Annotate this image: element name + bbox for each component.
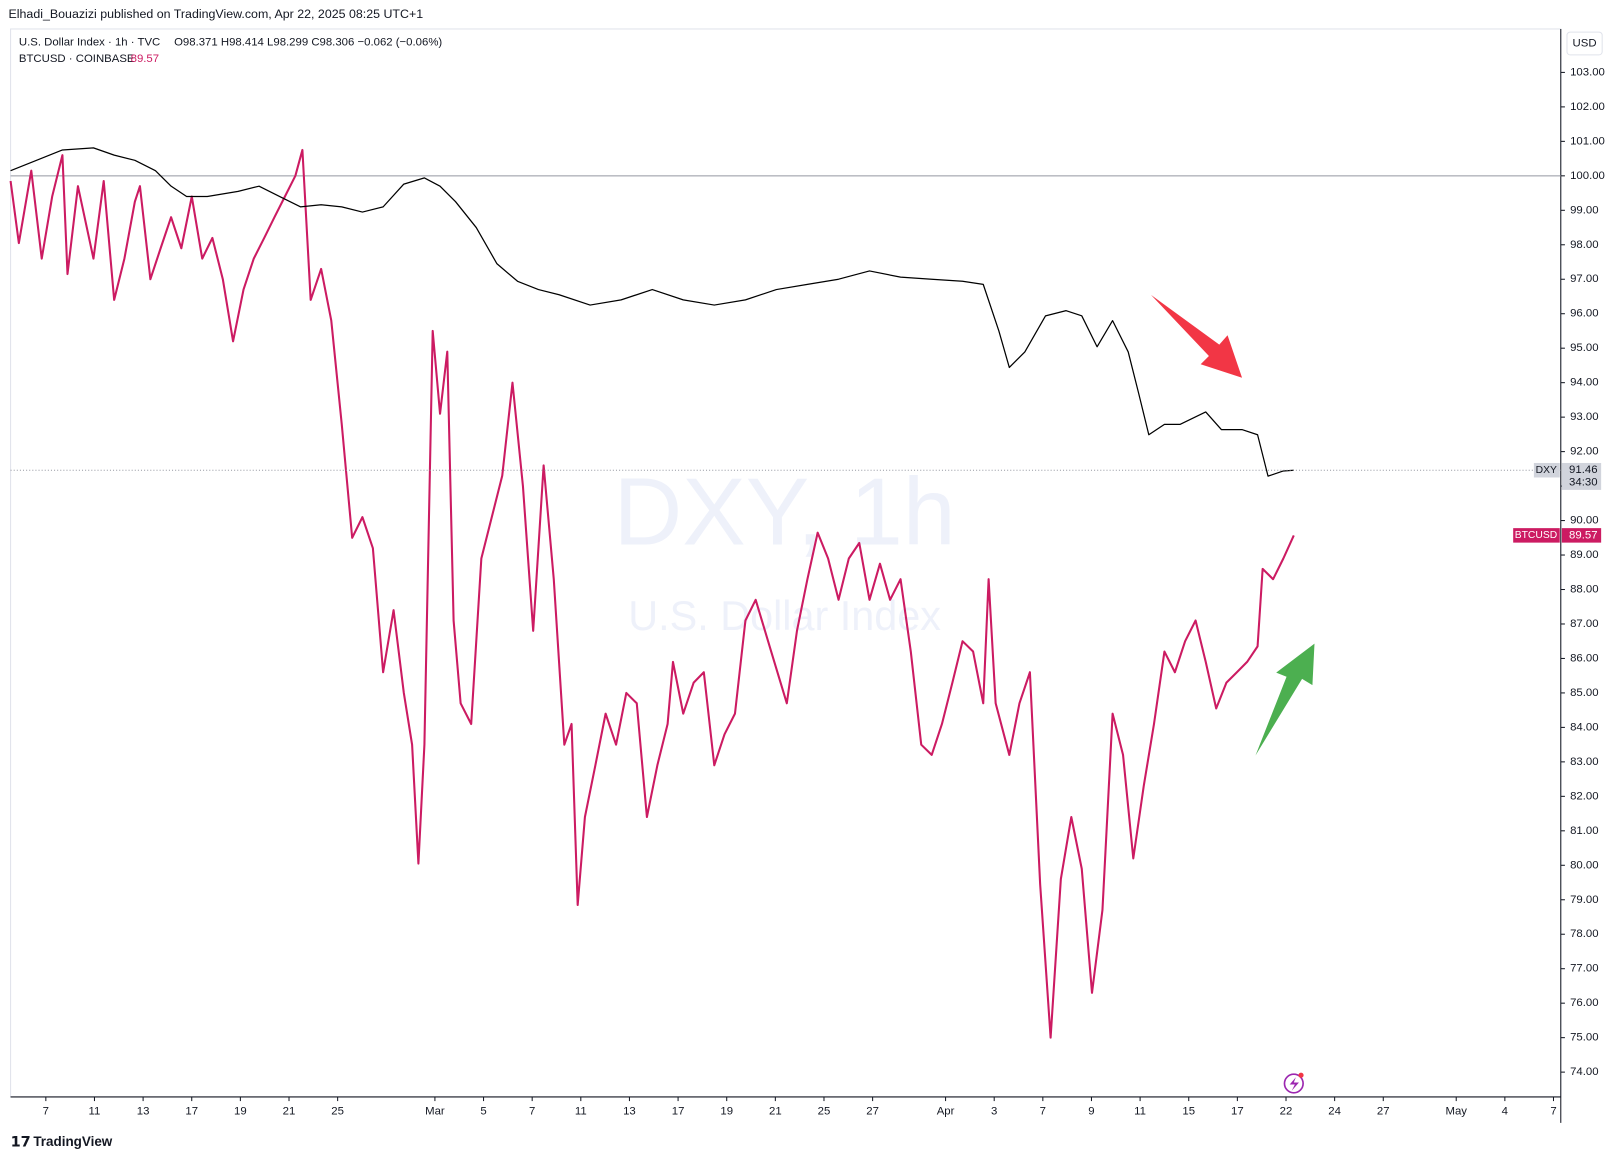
x-tick-label: 13 bbox=[623, 1105, 636, 1117]
x-tick-label: 22 bbox=[1280, 1105, 1293, 1117]
event-icon[interactable] bbox=[1283, 1073, 1304, 1094]
last-price-box bbox=[1561, 528, 1602, 543]
x-tick-label: 11 bbox=[1134, 1105, 1146, 1117]
series-line bbox=[10, 147, 1294, 477]
y-tick-label: 97.00 bbox=[1570, 273, 1598, 285]
series-tag-box bbox=[1513, 528, 1560, 543]
green-arrow bbox=[1255, 643, 1315, 756]
x-tick-label: 19 bbox=[234, 1105, 247, 1117]
x-tick-label: 3 bbox=[991, 1105, 997, 1117]
y-tick-label: 83.00 bbox=[1570, 756, 1598, 768]
x-tick-label: 21 bbox=[769, 1105, 782, 1117]
x-tick-label: 17 bbox=[185, 1105, 198, 1117]
x-tick-label: 11 bbox=[89, 1105, 101, 1117]
y-tick-label: 94.00 bbox=[1570, 377, 1598, 389]
x-tick-label: 25 bbox=[331, 1105, 344, 1117]
x-tick-label: Mar bbox=[425, 1105, 445, 1117]
y-tick-label: 90.00 bbox=[1570, 515, 1598, 527]
x-tick-label: 19 bbox=[720, 1105, 733, 1117]
y-tick-label: 100.00 bbox=[1570, 170, 1605, 182]
series-tag: DXY bbox=[1536, 465, 1557, 476]
y-tick-label: 75.00 bbox=[1570, 1032, 1598, 1044]
y-tick-label: 79.00 bbox=[1570, 894, 1598, 906]
x-tick-label: 7 bbox=[1040, 1105, 1046, 1117]
last-price: 89.57 bbox=[1569, 529, 1597, 541]
y-tick-label: 77.00 bbox=[1570, 963, 1598, 975]
y-tick-label: 86.00 bbox=[1570, 652, 1598, 664]
y-tick-label: 81.00 bbox=[1570, 825, 1598, 837]
x-tick-label: 25 bbox=[818, 1105, 831, 1117]
legend-compare-name: BTCUSD · COINBASE bbox=[19, 53, 135, 65]
x-tick-label: 4 bbox=[1502, 1105, 1508, 1117]
y-tick-label: 80.00 bbox=[1570, 859, 1598, 871]
series-line bbox=[9, 148, 1295, 1039]
y-tick-label: 88.00 bbox=[1570, 584, 1598, 596]
y-tick-label: 99.00 bbox=[1570, 204, 1598, 216]
y-tick-label: 78.00 bbox=[1570, 928, 1598, 940]
legend-main-name: U.S. Dollar Index · 1h · TVC bbox=[19, 36, 160, 48]
footer-logo: 𝟭𝟳 bbox=[11, 1134, 31, 1150]
y-tick-label: 76.00 bbox=[1570, 997, 1598, 1009]
y-tick-label: 84.00 bbox=[1570, 721, 1598, 733]
currency-box[interactable] bbox=[1566, 31, 1603, 56]
x-tick-label: 27 bbox=[1377, 1105, 1390, 1117]
series-tag-box bbox=[1533, 462, 1560, 478]
series-tag: BTCUSD bbox=[1515, 530, 1557, 541]
last-price: 91.46 bbox=[1569, 464, 1597, 476]
y-tick-label: 89.00 bbox=[1570, 549, 1598, 561]
y-tick-label: 93.00 bbox=[1570, 411, 1598, 423]
x-tick-label: 15 bbox=[1182, 1105, 1195, 1117]
y-tick-label: 92.00 bbox=[1570, 446, 1598, 458]
x-tick-label: 11 bbox=[575, 1105, 587, 1117]
y-tick-label: 74.00 bbox=[1570, 1066, 1598, 1078]
y-tick-label: 82.00 bbox=[1570, 790, 1598, 802]
x-tick-label: 7 bbox=[529, 1105, 535, 1117]
x-tick-label: 13 bbox=[137, 1105, 150, 1117]
last-price-box bbox=[1561, 462, 1602, 490]
x-tick-label: 7 bbox=[43, 1105, 49, 1117]
x-tick-label: Apr bbox=[937, 1105, 955, 1117]
x-tick-label: 9 bbox=[1088, 1105, 1094, 1117]
y-tick-label: 85.00 bbox=[1570, 687, 1598, 699]
legend-main-ohlc: O98.371 H98.414 L98.299 C98.306 −0.062 (… bbox=[174, 36, 442, 48]
static-layer: Elhadi_Bouazizi published on TradingView… bbox=[9, 7, 1603, 1150]
watermark-symbol: DXY, 1h bbox=[614, 460, 956, 566]
x-tick-label: 24 bbox=[1328, 1105, 1341, 1117]
currency: USD bbox=[1573, 37, 1597, 49]
x-tick-label: 17 bbox=[1231, 1105, 1244, 1117]
watermark-name: U.S. Dollar Index bbox=[628, 593, 941, 639]
x-tick-label: May bbox=[1445, 1105, 1467, 1117]
x-tick-label: 27 bbox=[866, 1105, 879, 1117]
legend-compare-value: 89.57 bbox=[131, 53, 159, 65]
y-tick-label: 101.00 bbox=[1570, 135, 1605, 147]
footer-brand: TradingView bbox=[33, 1134, 112, 1149]
event-dot bbox=[1298, 1072, 1304, 1078]
x-tick-label: 21 bbox=[283, 1105, 296, 1117]
event-icon-bolt bbox=[1289, 1077, 1299, 1091]
x-tick-label: 17 bbox=[672, 1105, 685, 1117]
y-tick-label: 103.00 bbox=[1570, 66, 1605, 78]
y-tick-label: 98.00 bbox=[1570, 239, 1598, 251]
y-tick-label: 95.00 bbox=[1570, 342, 1598, 354]
y-tick-label: 87.00 bbox=[1570, 618, 1598, 630]
x-tick-label: 5 bbox=[480, 1105, 486, 1117]
y-tick-label: 102.00 bbox=[1570, 101, 1605, 113]
x-tick-label: 7 bbox=[1550, 1105, 1556, 1117]
y-tick-label: 96.00 bbox=[1570, 308, 1598, 320]
attribution: Elhadi_Bouazizi published on TradingView… bbox=[9, 7, 424, 21]
red-arrow bbox=[1150, 294, 1243, 378]
countdown: 34:30 bbox=[1569, 477, 1597, 489]
